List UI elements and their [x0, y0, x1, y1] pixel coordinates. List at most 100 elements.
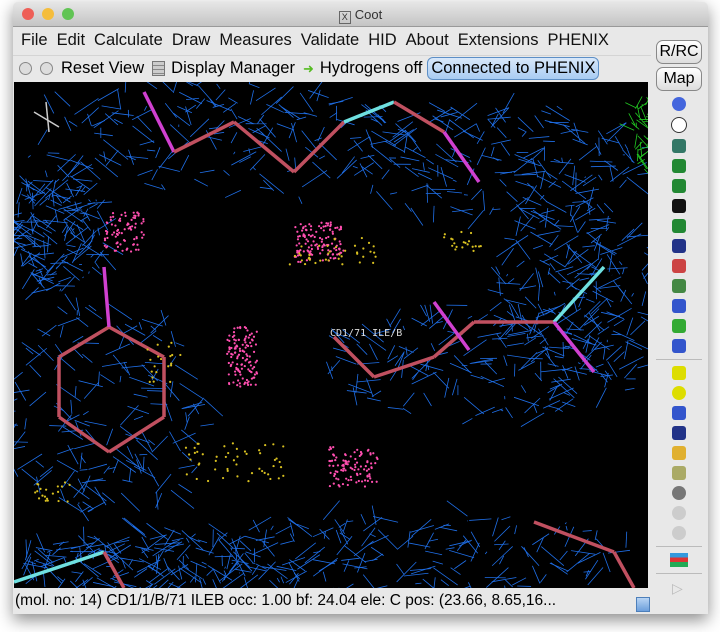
rigid-body-icon[interactable]	[672, 139, 686, 153]
play-icon[interactable]: ▷	[672, 580, 683, 596]
menu-validate[interactable]: Validate	[300, 31, 360, 49]
side-chain-180-icon[interactable]	[672, 259, 686, 273]
density-mesh-line	[575, 207, 596, 221]
contact-dot	[302, 250, 305, 253]
density-mesh-line	[537, 160, 552, 179]
refine-sphere-icon[interactable]	[672, 97, 686, 111]
density-mesh-line	[132, 125, 155, 144]
contact-dot	[333, 474, 336, 478]
stop-icon[interactable]	[40, 62, 53, 75]
density-mesh-line	[37, 225, 53, 234]
density-mesh-line	[164, 401, 173, 422]
mutate-icon[interactable]	[672, 466, 686, 480]
contact-dot	[322, 229, 325, 232]
density-mesh-line	[411, 138, 422, 152]
contact-dot	[332, 482, 335, 485]
density-mesh-line	[165, 581, 174, 591]
density-mesh-line	[177, 106, 193, 114]
add-alt-conf-icon[interactable]	[672, 366, 686, 380]
reset-view-button[interactable]: Reset View	[61, 59, 145, 77]
menu-hid[interactable]: HID	[368, 31, 397, 49]
close-button[interactable]	[22, 8, 34, 20]
contact-dot	[321, 245, 324, 248]
density-mesh-line	[43, 563, 62, 584]
rotamer-icon[interactable]	[672, 219, 686, 233]
difference-map-line	[644, 168, 655, 180]
menu-calculate[interactable]: Calculate	[94, 31, 163, 49]
chain-refine-icon[interactable]	[672, 179, 686, 193]
density-mesh-line	[434, 118, 444, 123]
phenix-connection-button[interactable]: Connected to PHENIX	[427, 57, 600, 80]
display-manager-button[interactable]: Display Manager	[171, 59, 295, 77]
azerbaijan-flag-icon[interactable]	[670, 553, 688, 567]
density-mesh-line	[289, 573, 299, 585]
density-mesh-line	[342, 329, 361, 344]
density-mesh-line	[549, 386, 558, 401]
contact-dot	[249, 360, 252, 363]
density-mesh-line	[231, 559, 249, 564]
record-icon[interactable]	[19, 62, 32, 75]
contact-dot	[104, 229, 108, 233]
minimize-button[interactable]	[42, 8, 54, 20]
density-mesh-line	[255, 563, 267, 570]
redo-icon[interactable]	[672, 526, 686, 540]
density-mesh-line	[366, 397, 381, 402]
contact-dot	[236, 384, 239, 387]
contact-dot	[288, 263, 291, 266]
contact-dot	[259, 452, 262, 455]
radioactive-icon[interactable]	[672, 386, 686, 400]
contact-dot	[243, 338, 246, 342]
density-mesh-line	[439, 526, 458, 532]
density-mesh-line	[540, 368, 565, 373]
add-terminal-icon[interactable]	[672, 446, 686, 460]
jed-flip-icon[interactable]	[672, 339, 686, 353]
menu-measures[interactable]: Measures	[219, 31, 292, 49]
contact-dot	[353, 451, 356, 454]
clock-regularize-icon[interactable]	[671, 117, 687, 133]
graphics-canvas[interactable]: CD1/71 ILE/B	[13, 71, 667, 607]
molecule-view[interactable]	[13, 71, 667, 607]
contact-dot	[479, 245, 482, 248]
menu-extensions[interactable]: Extensions	[457, 31, 539, 49]
rotate-translate-icon[interactable]	[672, 279, 686, 293]
delete-icon[interactable]	[672, 486, 686, 500]
density-mesh-line	[284, 111, 310, 115]
contact-dot	[258, 467, 261, 470]
difference-map-line	[636, 104, 641, 118]
contact-dot	[339, 227, 343, 231]
place-atom-icon[interactable]	[672, 426, 686, 440]
sidechain-icon[interactable]	[672, 319, 686, 333]
density-mesh-line	[377, 114, 386, 124]
density-mesh-line	[289, 522, 295, 537]
density-mesh-line	[187, 397, 205, 417]
menu-edit[interactable]: Edit	[56, 31, 86, 49]
menu-about[interactable]: About	[405, 31, 449, 49]
density-mesh-line	[117, 89, 122, 110]
hydrogens-toggle-button[interactable]: Hydrogens off	[319, 59, 423, 77]
density-mesh-line	[66, 244, 76, 248]
menu-phenix[interactable]: PHENIX	[547, 31, 609, 49]
density-mesh-line	[46, 273, 58, 276]
add-atom-icon[interactable]	[672, 406, 686, 420]
zoom-button[interactable]	[62, 8, 74, 20]
density-mesh-line	[492, 157, 499, 161]
menu-file[interactable]: File	[21, 31, 48, 49]
flip-peptide-icon[interactable]	[672, 239, 686, 253]
density-mesh-line	[411, 184, 429, 192]
contact-dot	[462, 241, 465, 244]
density-mesh-line	[304, 546, 326, 564]
torsion-icon[interactable]	[672, 299, 686, 313]
density-mesh-line	[85, 306, 103, 320]
rrc-button[interactable]: R/RC	[656, 40, 702, 64]
density-mesh-line	[37, 344, 54, 362]
density-mesh-line	[34, 550, 55, 567]
density-mesh-line	[520, 352, 538, 369]
density-mesh-line	[426, 158, 434, 165]
menu-draw[interactable]: Draw	[171, 31, 211, 49]
expand-arrow-icon[interactable]	[672, 199, 686, 213]
undo-icon[interactable]	[672, 506, 686, 520]
map-button[interactable]: Map	[656, 67, 702, 91]
density-mesh-line	[70, 159, 94, 170]
real-space-refine-icon[interactable]	[672, 159, 686, 173]
density-mesh-line	[355, 373, 359, 394]
